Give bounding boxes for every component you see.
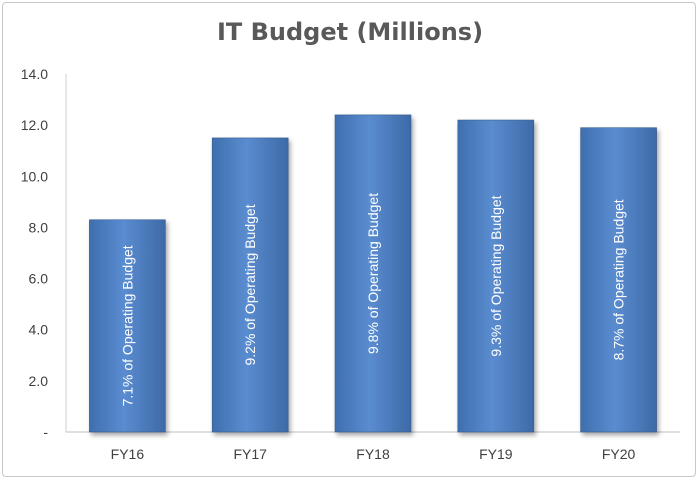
chart-title: IT Budget (Millions)	[216, 18, 484, 46]
y-tick-label: 6.0	[29, 271, 49, 287]
bar-data-label: 9.8% of Operating Budget	[365, 193, 381, 354]
y-tick-label: -	[43, 424, 48, 440]
bar-fy18	[334, 114, 412, 433]
x-tick-label: FY19	[479, 446, 513, 462]
bar-fy19	[457, 119, 535, 433]
x-tick-label: FY20	[602, 446, 636, 462]
bar-fy17	[211, 137, 289, 433]
bar-data-label: 9.2% of Operating Budget	[242, 204, 258, 365]
bar-data-label: 8.7% of Operating Budget	[611, 199, 627, 360]
x-tick-label: FY16	[111, 446, 145, 462]
y-tick-label: 10.0	[21, 168, 48, 184]
x-tick-label: FY17	[233, 446, 267, 462]
bar-data-label: 7.1% of Operating Budget	[119, 245, 135, 406]
bar-fy16	[89, 219, 166, 433]
bar-data-label: 9.3% of Operating Budget	[488, 195, 504, 356]
y-tick-label: 12.0	[21, 117, 48, 133]
bar-fy20	[580, 127, 657, 433]
y-tick-label: 14.0	[21, 66, 48, 82]
y-tick-label: 2.0	[29, 373, 49, 389]
y-tick-label: 4.0	[29, 322, 49, 338]
x-tick-label: FY18	[356, 446, 390, 462]
y-tick-label: 8.0	[29, 219, 49, 235]
